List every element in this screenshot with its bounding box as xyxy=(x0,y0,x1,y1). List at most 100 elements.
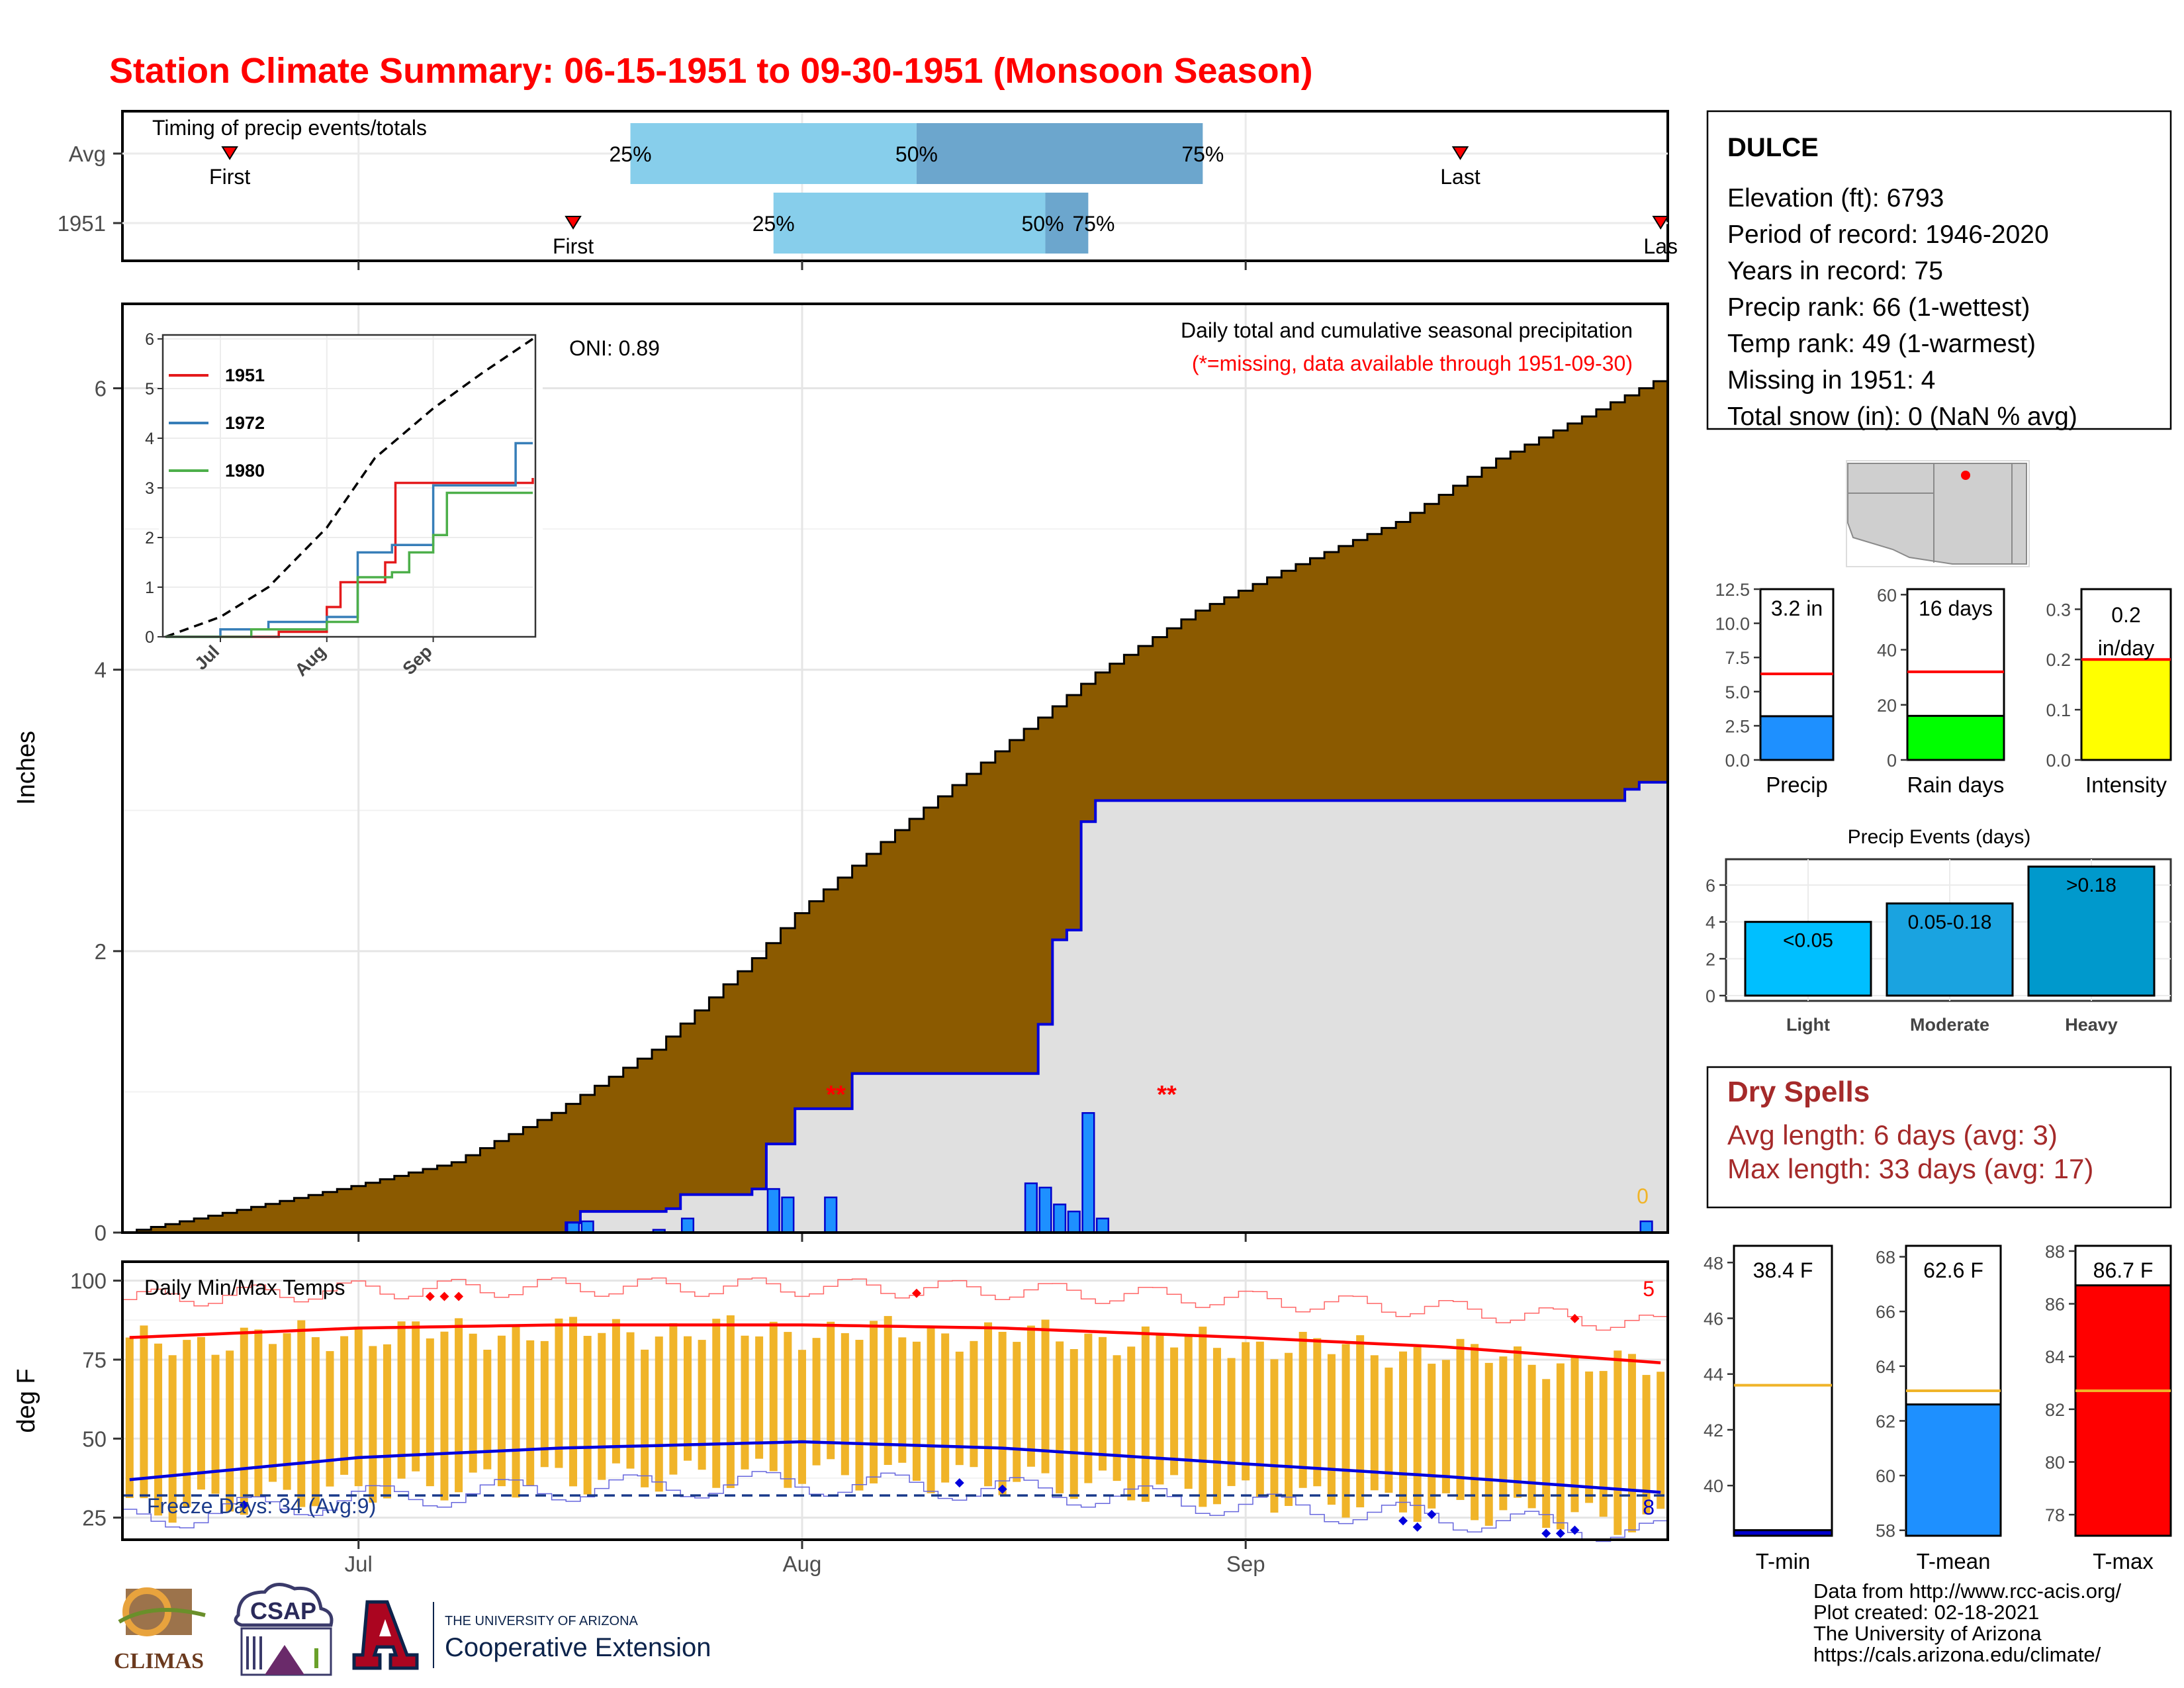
temp-daily-bar xyxy=(598,1333,606,1480)
temp-summary-value-label: 86.7 F xyxy=(2093,1258,2154,1282)
inset-y-tick-label: 5 xyxy=(145,380,154,399)
temp-daily-bar xyxy=(626,1332,635,1469)
daily-precip-bar xyxy=(1639,1220,1653,1234)
temp-daily-bar xyxy=(1642,1375,1651,1515)
daily-precip-bars xyxy=(566,1112,1653,1234)
temp-daily-bar xyxy=(941,1333,950,1483)
temp-daily-bar xyxy=(1556,1363,1565,1530)
temp-summary-value-bar xyxy=(1733,1529,1833,1537)
temp-daily-bar xyxy=(1399,1351,1408,1513)
record-low-marker xyxy=(1555,1528,1565,1538)
temp-daily-bar xyxy=(870,1321,878,1483)
summary-chart-label: Rain days xyxy=(1907,773,2005,797)
temperature-panel: Daily Min/Max Temps Freeze Days: 34 (Avg… xyxy=(13,1260,1669,1576)
timing-q75-label: 75% xyxy=(1181,142,1224,166)
temp-daily-bar xyxy=(1513,1346,1522,1498)
record-high-marker xyxy=(911,1288,921,1298)
temp-summary-tick-label: 42 xyxy=(1704,1421,1723,1440)
precip-events-category-label: Moderate xyxy=(1910,1015,1989,1035)
main-y-tick-label: 2 xyxy=(95,939,107,964)
temp-daily-bar xyxy=(555,1318,563,1468)
daily-precip-bar xyxy=(781,1196,795,1234)
temp-daily-bar xyxy=(354,1329,363,1487)
footer-line-4: https://cals.arizona.edu/climate/ xyxy=(1813,1643,2101,1666)
average-max-temp-line xyxy=(129,1323,1661,1364)
temp-summary-tick-label: 48 xyxy=(1704,1253,1723,1273)
main-panel-frame xyxy=(121,303,1669,1234)
timing-q50-q75-bar xyxy=(1045,193,1089,254)
summary-tick-label: 0.3 xyxy=(2046,600,2071,620)
daily-precip-bar xyxy=(1053,1203,1067,1234)
timing-q25-q50-bar xyxy=(773,193,1046,254)
temp-summary-t-max: 86.7 F 78 80 82 84 86 88 T-max xyxy=(2045,1242,2172,1573)
temp-daily-bar xyxy=(1026,1325,1035,1467)
temp-x-tick-label: Aug xyxy=(783,1552,822,1576)
station-info-line: Elevation (ft): 6793 xyxy=(1727,184,1944,212)
temp-summary-tick-label: 40 xyxy=(1704,1476,1723,1496)
temp-summary-tick-label: 84 xyxy=(2045,1347,2065,1367)
temp-ylabel: deg F xyxy=(13,1368,40,1432)
temp-daily-bar xyxy=(898,1337,907,1463)
temp-daily-bar xyxy=(1069,1349,1078,1499)
summary-tick-label: 0.0 xyxy=(1725,751,1750,771)
dry-spells-box: Dry Spells Avg length: 6 days (avg: 3) M… xyxy=(1706,1066,2172,1209)
temp-daily-bar xyxy=(412,1321,420,1472)
record-low-marker xyxy=(1412,1522,1422,1532)
summary-tick-label: 12.5 xyxy=(1715,580,1750,600)
oni-label: ONI: 0.89 xyxy=(569,336,660,360)
dry-spells-avg: Avg length: 6 days (avg: 3) xyxy=(1727,1119,2058,1150)
temp-daily-bar xyxy=(326,1351,334,1487)
temp-daily-bar xyxy=(1484,1362,1493,1526)
summary-value-bar xyxy=(1759,715,1835,761)
precip-events-bar-label: 0.05-0.18 xyxy=(1908,912,1992,933)
station-info-lines: Elevation (ft): 6793 Period of record: 19… xyxy=(1727,184,2077,431)
temp-daily-bar xyxy=(455,1318,463,1493)
temp-daily-bar xyxy=(1599,1371,1608,1517)
record-high-count: 5 xyxy=(1643,1277,1655,1301)
temp-daily-bar xyxy=(383,1344,391,1499)
temp-daily-bar xyxy=(125,1337,134,1498)
map-states-shape xyxy=(1847,463,2027,565)
summary-chart-rain-days: 16 days 0 20 40 60 Rain days xyxy=(1877,585,2005,797)
temp-daily-bar xyxy=(1342,1344,1350,1518)
temp-daily-bar xyxy=(755,1336,764,1459)
temp-daily-bar xyxy=(970,1340,978,1468)
main-ylabel: Inches xyxy=(13,731,40,805)
record-high-marker xyxy=(425,1291,435,1301)
record-high-marker xyxy=(1570,1313,1580,1323)
timing-first-marker xyxy=(565,216,582,230)
temp-daily-bar xyxy=(1285,1352,1293,1507)
temp-daily-bar xyxy=(741,1335,749,1470)
temp-daily-bar xyxy=(669,1323,678,1475)
temp-summary-tick-label: 46 xyxy=(1704,1309,1723,1329)
precip-events-bar xyxy=(1744,921,1872,997)
temp-daily-bar xyxy=(1227,1358,1236,1486)
summary-tick-label: 60 xyxy=(1877,585,1897,605)
record-low-marker xyxy=(997,1484,1007,1494)
temp-summary-tick-label: 86 xyxy=(2045,1295,2065,1315)
daily-precip-bar xyxy=(680,1217,695,1234)
summary-tick-label: 0.0 xyxy=(2046,751,2071,771)
footer-line-1: Data from http://www.rcc-acis.org/ xyxy=(1813,1579,2122,1603)
daily-precip-bar xyxy=(1095,1217,1110,1234)
timing-panel-label: Timing of precip events/totals xyxy=(152,116,427,140)
inset-legend: 1951 1972 1980 xyxy=(169,365,265,481)
temp-y-tick-label: 25 xyxy=(82,1506,107,1530)
record-low-marker xyxy=(954,1478,964,1488)
timing-last-marker xyxy=(1652,216,1669,230)
temp-summary-value-bar xyxy=(2074,1284,2172,1537)
inset-y-tick-label: 4 xyxy=(145,430,154,448)
temp-daily-bar xyxy=(1356,1335,1365,1508)
timing-q75-label: 75% xyxy=(1072,212,1115,236)
precip-events-tick-label: 2 xyxy=(1706,949,1715,969)
temp-daily-bar xyxy=(1212,1348,1221,1505)
main-y-tick-label: 0 xyxy=(95,1221,107,1245)
inset-y-tick-label: 2 xyxy=(145,529,154,547)
station-info-line: Missing in 1951: 4 xyxy=(1727,366,1935,395)
temp-daily-bar xyxy=(955,1351,964,1466)
temp-daily-bar xyxy=(684,1336,692,1461)
daily-precip-bar xyxy=(1067,1210,1081,1234)
temp-daily-bar xyxy=(698,1340,706,1470)
climas-logo: CLIMAS xyxy=(114,1587,206,1673)
inset-y-tick-label: 6 xyxy=(145,330,154,349)
